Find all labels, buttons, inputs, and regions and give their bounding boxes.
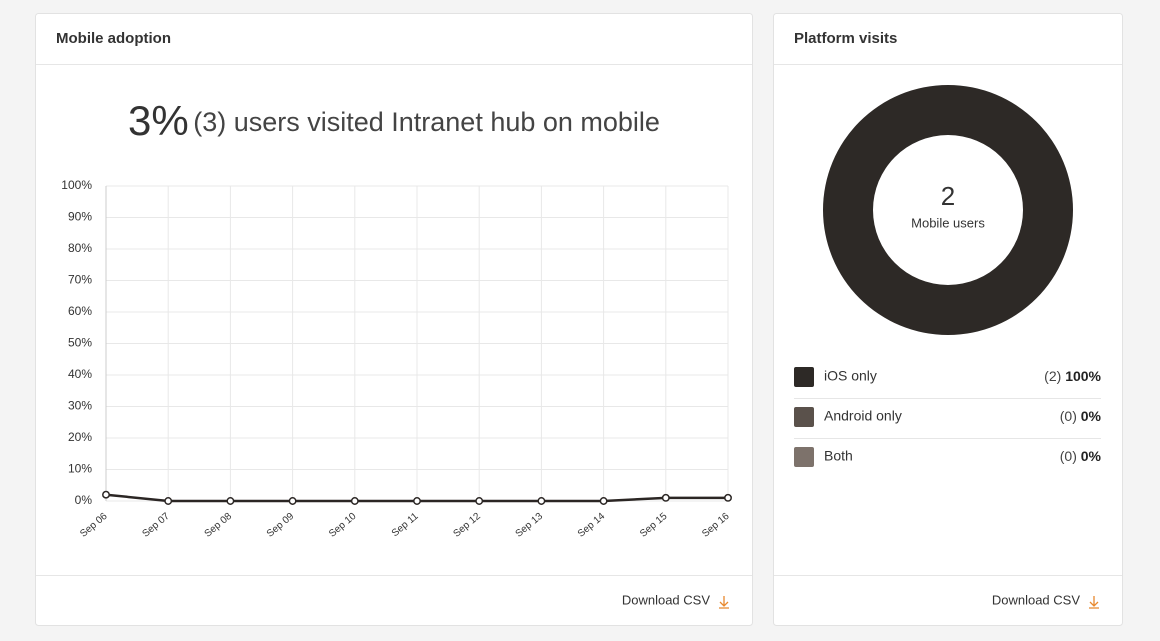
legend-value: (0) 0% xyxy=(1060,448,1102,464)
headline: 3% (3) users visited Intranet hub on mob… xyxy=(128,97,660,144)
legend-percent: 100% xyxy=(1065,368,1101,384)
legend-percent: 0% xyxy=(1081,448,1102,464)
point xyxy=(413,497,421,505)
download-link[interactable]: Download CSV xyxy=(992,592,1080,607)
legend-percent: 0% xyxy=(1081,408,1102,424)
y-tick-label: 100% xyxy=(61,178,92,192)
legend-value: (0) 0% xyxy=(1060,408,1102,424)
legend-value: (2) 100% xyxy=(1044,368,1101,384)
headline-percent: 3% xyxy=(128,97,189,144)
download-icon[interactable] xyxy=(1089,596,1099,609)
headline-text: (3) users visited Intranet hub on mobile xyxy=(193,107,660,137)
y-tick-label: 60% xyxy=(68,304,92,318)
point xyxy=(661,493,670,502)
legend-count: (0) xyxy=(1060,408,1077,424)
y-tick-label: 20% xyxy=(68,430,92,444)
y-tick-label: 30% xyxy=(68,399,92,413)
download-link[interactable]: Download CSV xyxy=(622,592,710,607)
donut-center-label: Mobile users xyxy=(911,215,985,230)
legend-count: (2) xyxy=(1044,368,1061,384)
donut-slice xyxy=(823,85,1073,335)
y-tick-label: 10% xyxy=(68,462,92,476)
point xyxy=(599,497,608,505)
point xyxy=(724,493,732,502)
legend-swatch xyxy=(794,447,814,467)
legend-label: iOS only xyxy=(824,368,877,384)
legend-swatch xyxy=(794,407,814,427)
legend-swatch xyxy=(794,367,814,387)
adoption-panel xyxy=(35,13,753,626)
donut-center-value: 2 xyxy=(941,181,955,211)
y-tick-label: 50% xyxy=(68,336,92,350)
y-tick-label: 70% xyxy=(68,273,92,287)
legend-label: Android only xyxy=(824,408,902,424)
panel-title: Platform visits xyxy=(794,30,897,47)
y-tick-label: 0% xyxy=(75,493,93,507)
point xyxy=(164,497,173,505)
y-tick-label: 90% xyxy=(68,210,92,224)
y-tick-label: 80% xyxy=(68,241,92,255)
download-icon[interactable] xyxy=(719,596,729,609)
legend-label: Both xyxy=(824,448,853,464)
point xyxy=(350,497,359,505)
point xyxy=(102,490,110,499)
panel-title: Mobile adoption xyxy=(56,30,171,47)
point xyxy=(288,497,297,505)
point xyxy=(537,497,546,505)
y-tick-label: 40% xyxy=(68,367,92,381)
legend-count: (0) xyxy=(1060,448,1077,464)
point xyxy=(226,497,235,505)
point xyxy=(475,497,484,505)
